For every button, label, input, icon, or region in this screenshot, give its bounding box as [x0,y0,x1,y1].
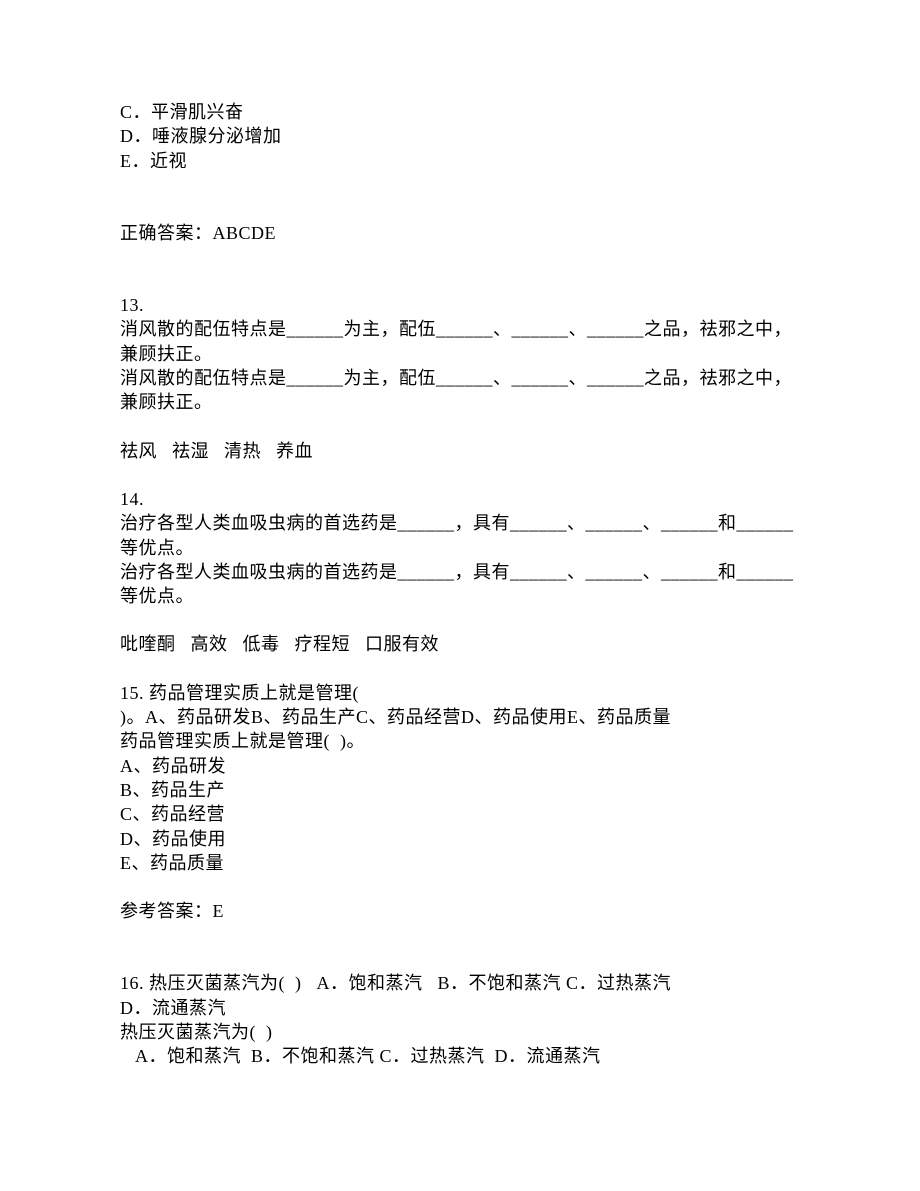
q15-stem-line-1: 15. 药品管理实质上就是管理( [120,681,800,705]
q12-opt-d: D．唾液腺分泌增加 [120,124,800,148]
q15-stem-line-2: )。A、药品研发B、药品生产C、药品经营D、药品使用E、药品质量 [120,705,800,729]
q12-answer: 正确答案：ABCDE [120,221,800,245]
q12-opt-c: C．平滑肌兴奋 [120,100,800,124]
q14-answer: 吡喹酮 高效 低毒 疗程短 口服有效 [120,632,800,656]
q13-stem-line-1: 消风散的配伍特点是______为主，配伍______、______、______… [120,317,800,341]
q16-stem-line-2: D．流通蒸汽 [120,996,800,1020]
q14-stem-line-4: 等优点。 [120,584,800,608]
q15-opt-e: E、药品质量 [120,851,800,875]
q15-opt-d: D、药品使用 [120,827,800,851]
q13-stem-line-4: 兼顾扶正。 [120,390,800,414]
q12-opt-e: E．近视 [120,149,800,173]
q15-opt-a: A、药品研发 [120,754,800,778]
q13-answer: 祛风 祛湿 清热 养血 [120,439,800,463]
q16-stem-line-3: 热压灭菌蒸汽为( ) [120,1020,800,1044]
q15-opt-b: B、药品生产 [120,778,800,802]
q13-stem-line-3: 消风散的配伍特点是______为主，配伍______、______、______… [120,366,800,390]
q14-stem-line-2: 等优点。 [120,536,800,560]
q15-answer: 参考答案：E [120,899,800,923]
q16-stem-line-4: A．饱和蒸汽 B．不饱和蒸汽 C．过热蒸汽 D．流通蒸汽 [120,1044,800,1068]
q16-stem-line-1: 16. 热压灭菌蒸汽为( ) A．饱和蒸汽 B．不饱和蒸汽 C．过热蒸汽 [120,971,800,995]
q14-stem-line-3: 治疗各型人类血吸虫病的首选药是______，具有______、______、__… [120,560,800,584]
q14-stem-line-1: 治疗各型人类血吸虫病的首选药是______，具有______、______、__… [120,511,800,535]
exam-page: C．平滑肌兴奋 D．唾液腺分泌增加 E．近视 正确答案：ABCDE 13. 消风… [0,0,920,1191]
q13-stem-line-2: 兼顾扶正。 [120,342,800,366]
q14-number: 14. [120,487,800,511]
q13-number: 13. [120,293,800,317]
q15-stem-line-3: 药品管理实质上就是管理( )。 [120,729,800,753]
q15-opt-c: C、药品经营 [120,802,800,826]
